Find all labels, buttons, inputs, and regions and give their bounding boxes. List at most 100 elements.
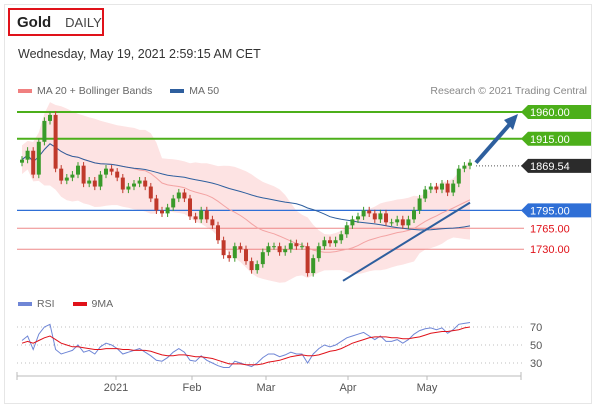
level-label-2: 1869.54: [530, 161, 570, 173]
candle-body: [445, 183, 450, 193]
uptrend-line: [342, 201, 471, 282]
legend-label-ma50: MA 50: [189, 85, 220, 97]
candle-body: [182, 192, 187, 199]
legend-item-rsi: RSI: [18, 298, 55, 310]
candle-body: [322, 240, 327, 247]
level-label-1: 1915.00: [530, 134, 570, 146]
legend-item-ma50: MA 50: [170, 85, 219, 97]
legend-label-ma20: MA 20 + Bollinger Bands: [37, 85, 153, 97]
candle-body: [42, 120, 47, 142]
candle-body: [115, 171, 120, 178]
candle-body: [328, 240, 332, 244]
candle-body: [232, 246, 237, 259]
candle-body: [288, 243, 293, 250]
candle-body: [356, 216, 360, 220]
candle-body: [423, 189, 428, 199]
x-tick-label: 2021: [104, 382, 128, 394]
candle-body: [451, 183, 456, 193]
candle-body: [31, 150, 36, 175]
candle-body: [25, 150, 30, 160]
x-tick-label: Feb: [183, 382, 202, 394]
candle-body: [76, 165, 80, 175]
candle-body: [400, 219, 405, 226]
candle-body: [87, 180, 92, 184]
candle-body: [260, 252, 265, 265]
rsi-tick-label: 50: [530, 340, 542, 352]
candle-body: [339, 234, 344, 241]
candle-body: [171, 198, 176, 208]
level-label-3: 1795.00: [530, 205, 570, 217]
candle-body: [204, 210, 209, 220]
candle-body: [221, 240, 226, 256]
candle-body: [70, 174, 75, 178]
legend-label-9ma: 9MA: [91, 298, 114, 310]
chart-frame: [4, 4, 592, 404]
candle-body: [143, 180, 148, 187]
candle-body: [165, 207, 170, 214]
rsi-series-9ma: [21, 326, 471, 366]
legend-label-rsi: RSI: [37, 298, 55, 310]
level-badge-0: [521, 104, 591, 119]
candle-body: [188, 198, 192, 217]
candle-body: [311, 258, 316, 274]
candle-body: [378, 213, 383, 220]
candle-body: [384, 213, 388, 223]
candle-body: [367, 210, 372, 214]
candle-body: [176, 192, 181, 199]
candle-body: [160, 210, 164, 214]
candle-body: [344, 225, 349, 235]
legend-item-9ma: 9MA: [72, 298, 114, 310]
candle-body: [300, 246, 304, 248]
rsi-tick-label: 70: [530, 322, 542, 334]
candle-body: [64, 177, 69, 181]
bollinger-band: [22, 102, 470, 283]
legend-swatch-ma20: [18, 89, 32, 93]
level-label-5: 1730.00: [530, 244, 570, 256]
candle-body: [199, 210, 204, 220]
candle-body: [126, 186, 131, 190]
candle-body: [132, 183, 136, 187]
candle-body: [350, 219, 355, 226]
candle-body: [249, 261, 254, 271]
candle-body: [294, 243, 299, 247]
candle-body: [36, 141, 41, 175]
ma50-line: [21, 143, 471, 231]
candle-body: [59, 168, 64, 181]
datetime-label: Wednesday, May 19, 2021 2:59:15 AM CET: [18, 47, 261, 61]
candle-body: [109, 168, 114, 172]
candle-body: [104, 168, 108, 175]
candle-body: [48, 114, 52, 121]
candle-body: [406, 219, 411, 226]
legend-swatch-rsi: [18, 302, 32, 306]
candle-body: [148, 186, 153, 199]
candle-body: [20, 159, 24, 163]
x-tick-label: May: [417, 382, 438, 394]
candle-body: [389, 222, 394, 224]
level-label-0: 1960.00: [530, 107, 570, 119]
candle-body: [434, 186, 439, 190]
candle-body: [272, 246, 276, 248]
candle-body: [216, 225, 220, 241]
x-tick-label: Apr: [339, 382, 356, 394]
instrument-title[interactable]: Gold DAILY: [8, 8, 104, 36]
legend-swatch-ma50: [170, 89, 185, 93]
candle-body: [417, 198, 422, 211]
candle-body: [210, 219, 215, 226]
candle-body: [361, 210, 366, 217]
projection-arrow-shaft: [474, 122, 512, 164]
candle-body: [120, 177, 125, 190]
candle-body: [316, 246, 321, 259]
credit-label: Research © 2021 Trading Central: [430, 85, 587, 97]
candle-body: [53, 114, 58, 169]
candle-body: [227, 255, 232, 259]
candle-body: [412, 210, 416, 220]
candle-body: [255, 264, 260, 271]
candle-body: [395, 219, 400, 223]
candle-body: [333, 240, 338, 244]
timeframe-label: DAILY: [65, 14, 102, 30]
candle-body: [305, 246, 310, 274]
rsi-legend: RSI 9MA: [18, 298, 131, 310]
candle-body: [92, 180, 97, 187]
candle-body: [238, 246, 243, 250]
